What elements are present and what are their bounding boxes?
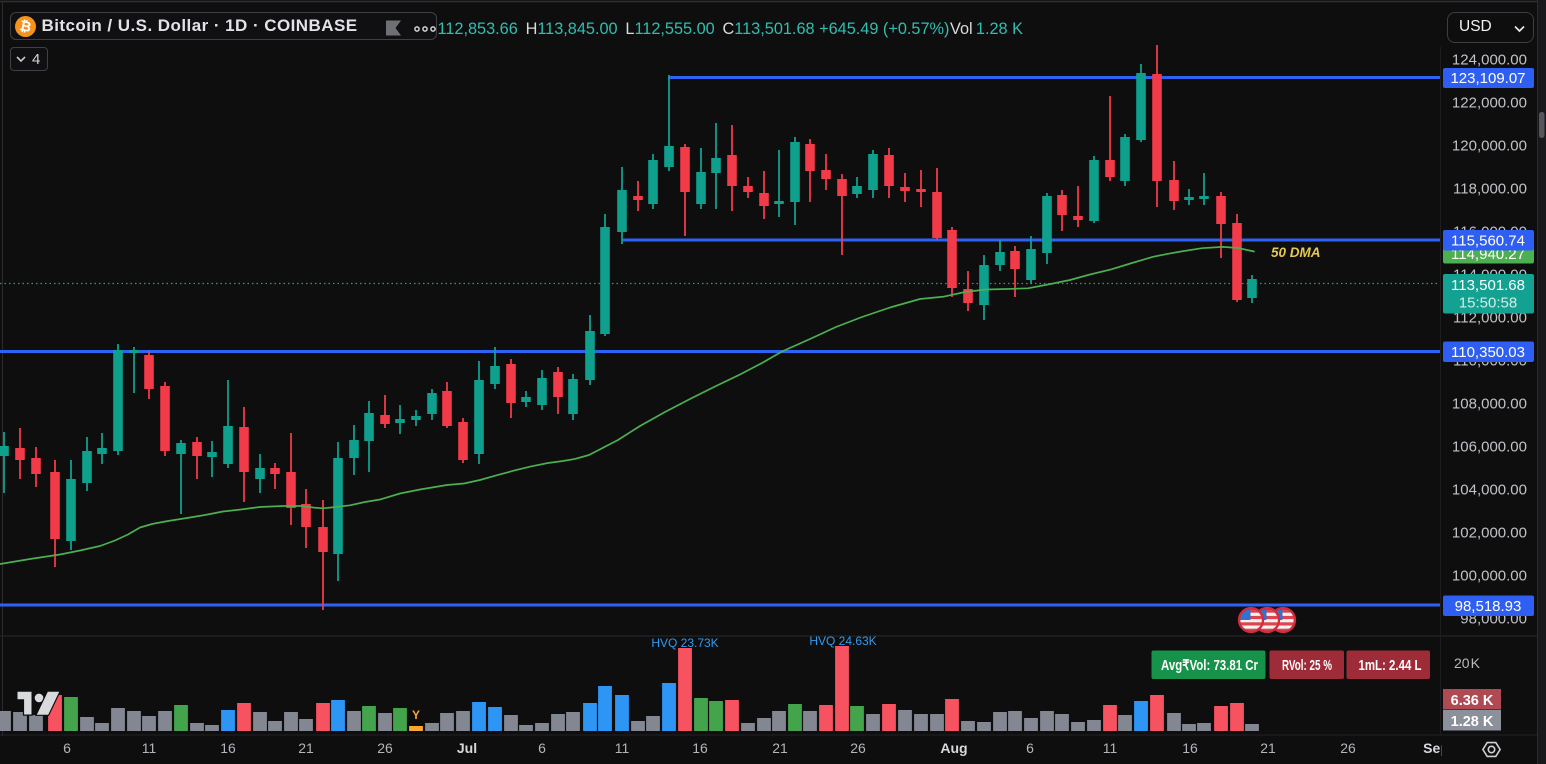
svg-text:26: 26 <box>377 740 393 756</box>
svg-text:Jul: Jul <box>457 740 477 756</box>
svg-text:102,000.00: 102,000.00 <box>1452 525 1527 542</box>
svg-text:Avg₹Vol: 73.81 Cr: Avg₹Vol: 73.81 Cr <box>1161 658 1258 674</box>
svg-text:124,000.00: 124,000.00 <box>1452 52 1527 69</box>
svg-text:26: 26 <box>1340 740 1356 756</box>
svg-text:6: 6 <box>63 740 71 756</box>
svg-text:118,000.00: 118,000.00 <box>1453 181 1527 198</box>
svg-text:16: 16 <box>1182 740 1198 756</box>
svg-text:1.28 K: 1.28 K <box>1451 714 1494 730</box>
svg-text:122,000.00: 122,000.00 <box>1452 95 1527 112</box>
svg-text:1mL: 2.44 L: 1mL: 2.44 L <box>1359 658 1422 674</box>
svg-text:108,000.00: 108,000.00 <box>1452 396 1527 413</box>
svg-text:21: 21 <box>1260 740 1276 756</box>
svg-text:104,000.00: 104,000.00 <box>1452 482 1527 499</box>
svg-text:11: 11 <box>142 740 157 756</box>
svg-text:6: 6 <box>538 740 546 756</box>
svg-text:HVQ 23.73K: HVQ 23.73K <box>651 636 718 650</box>
svg-text:16: 16 <box>692 740 708 756</box>
svg-text:Y: Y <box>412 708 420 722</box>
svg-text:26: 26 <box>850 740 866 756</box>
svg-text:21: 21 <box>772 740 788 756</box>
svg-text:6: 6 <box>1026 740 1034 756</box>
svg-text:50 DMA: 50 DMA <box>1271 245 1321 260</box>
svg-text:115,560.74: 115,560.74 <box>1451 233 1525 250</box>
svg-text:20K: 20K <box>1454 655 1481 671</box>
svg-text:Sep: Sep <box>1423 740 1449 756</box>
svg-text:HVQ 24.63K: HVQ 24.63K <box>809 634 876 648</box>
svg-text:113,501.68: 113,501.68 <box>1451 277 1525 294</box>
svg-text:6.36 K: 6.36 K <box>1451 693 1494 709</box>
svg-text:98,518.93: 98,518.93 <box>1455 598 1522 615</box>
svg-text:112,000.00: 112,000.00 <box>1453 310 1527 327</box>
svg-text:106,000.00: 106,000.00 <box>1452 439 1527 456</box>
svg-text:110,350.03: 110,350.03 <box>1451 344 1525 361</box>
svg-text:Aug: Aug <box>940 740 967 756</box>
svg-text:16: 16 <box>220 740 236 756</box>
svg-text:21: 21 <box>298 740 314 756</box>
svg-text:RVol: 25 %: RVol: 25 % <box>1282 658 1332 674</box>
svg-text:11: 11 <box>615 740 630 756</box>
svg-text:15:50:58: 15:50:58 <box>1459 295 1517 312</box>
svg-text:11: 11 <box>1103 740 1118 756</box>
svg-text:123,109.07: 123,109.07 <box>1450 70 1525 87</box>
svg-text:120,000.00: 120,000.00 <box>1452 138 1527 155</box>
svg-text:100,000.00: 100,000.00 <box>1452 568 1527 585</box>
